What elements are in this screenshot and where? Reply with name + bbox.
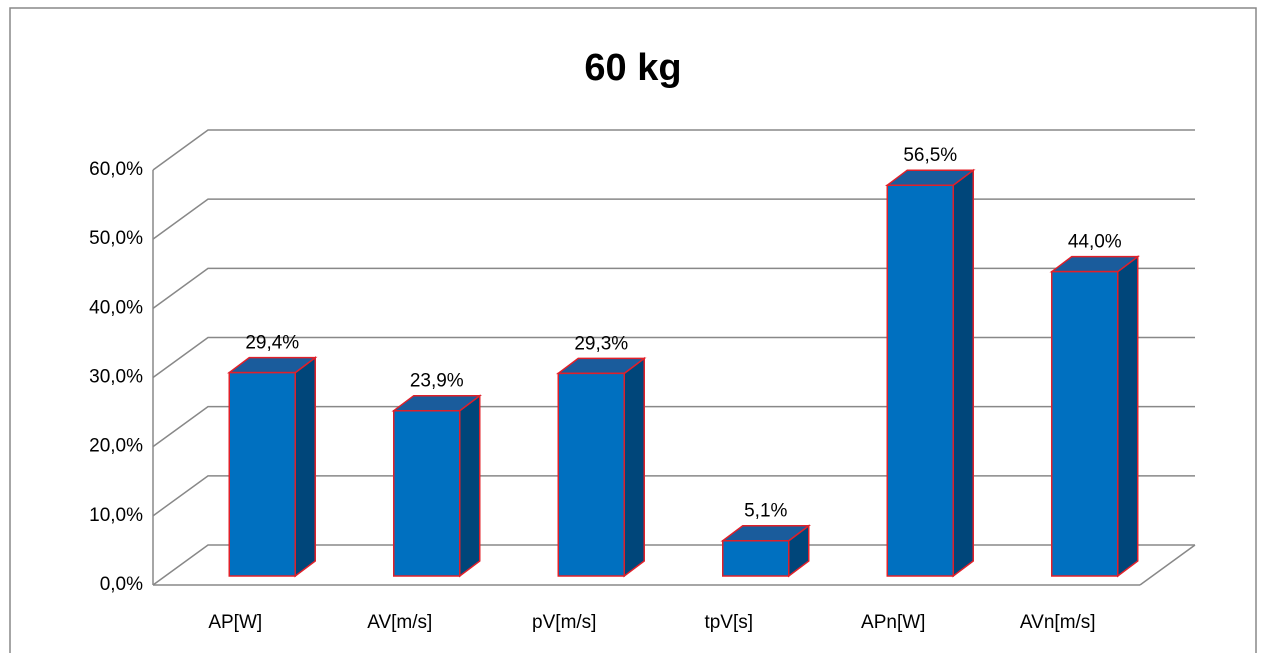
bar-front [393, 409, 461, 577]
bar [1049, 255, 1140, 578]
bar-front [228, 371, 296, 577]
x-tick-label: AP[W] [208, 612, 262, 633]
value-label: 44,0% [1068, 232, 1122, 253]
value-label: 5,1% [744, 501, 787, 522]
y-tick-label: 20,0% [89, 436, 143, 457]
y-tick-label: 30,0% [89, 367, 143, 388]
grid-line [152, 405, 1195, 448]
y-tick-label: 10,0% [89, 505, 143, 526]
y-tick-label: 60,0% [89, 159, 143, 180]
grid-line [152, 267, 1195, 309]
y-tick-label: 0,0% [100, 574, 143, 595]
bar-front [557, 372, 625, 577]
bar-front [886, 184, 954, 577]
bar-front [722, 539, 790, 577]
x-tick-label: AV[m/s] [367, 612, 432, 633]
bar [227, 356, 318, 578]
bar [720, 524, 811, 578]
grid-line [152, 198, 1195, 240]
value-label: 29,3% [574, 333, 628, 354]
bar-side [459, 394, 481, 578]
value-label: 56,5% [903, 145, 957, 166]
chart-title: 60 kg [584, 47, 681, 89]
bar-side [623, 356, 645, 578]
bar-side [294, 356, 316, 578]
grid-line [152, 129, 1195, 171]
x-tick-label: AVn[m/s] [1020, 612, 1096, 633]
value-label: 29,4% [245, 333, 299, 354]
x-tick-label: APn[W] [861, 612, 925, 633]
bar [556, 356, 647, 578]
x-tick-label: tpV[s] [704, 612, 753, 633]
y-tick-label: 50,0% [89, 228, 143, 249]
value-label: 23,9% [410, 371, 464, 392]
bar [885, 168, 976, 578]
bar [391, 394, 482, 578]
grid-line [152, 475, 1195, 517]
y-tick-label: 40,0% [89, 297, 143, 318]
bar-side [1117, 255, 1139, 578]
grid-line [152, 544, 1195, 586]
bar-side [952, 168, 974, 578]
x-tick-label: pV[m/s] [532, 612, 596, 633]
bar-front [1051, 270, 1119, 577]
grid-line [152, 336, 1195, 379]
floor-edge [1139, 544, 1196, 586]
